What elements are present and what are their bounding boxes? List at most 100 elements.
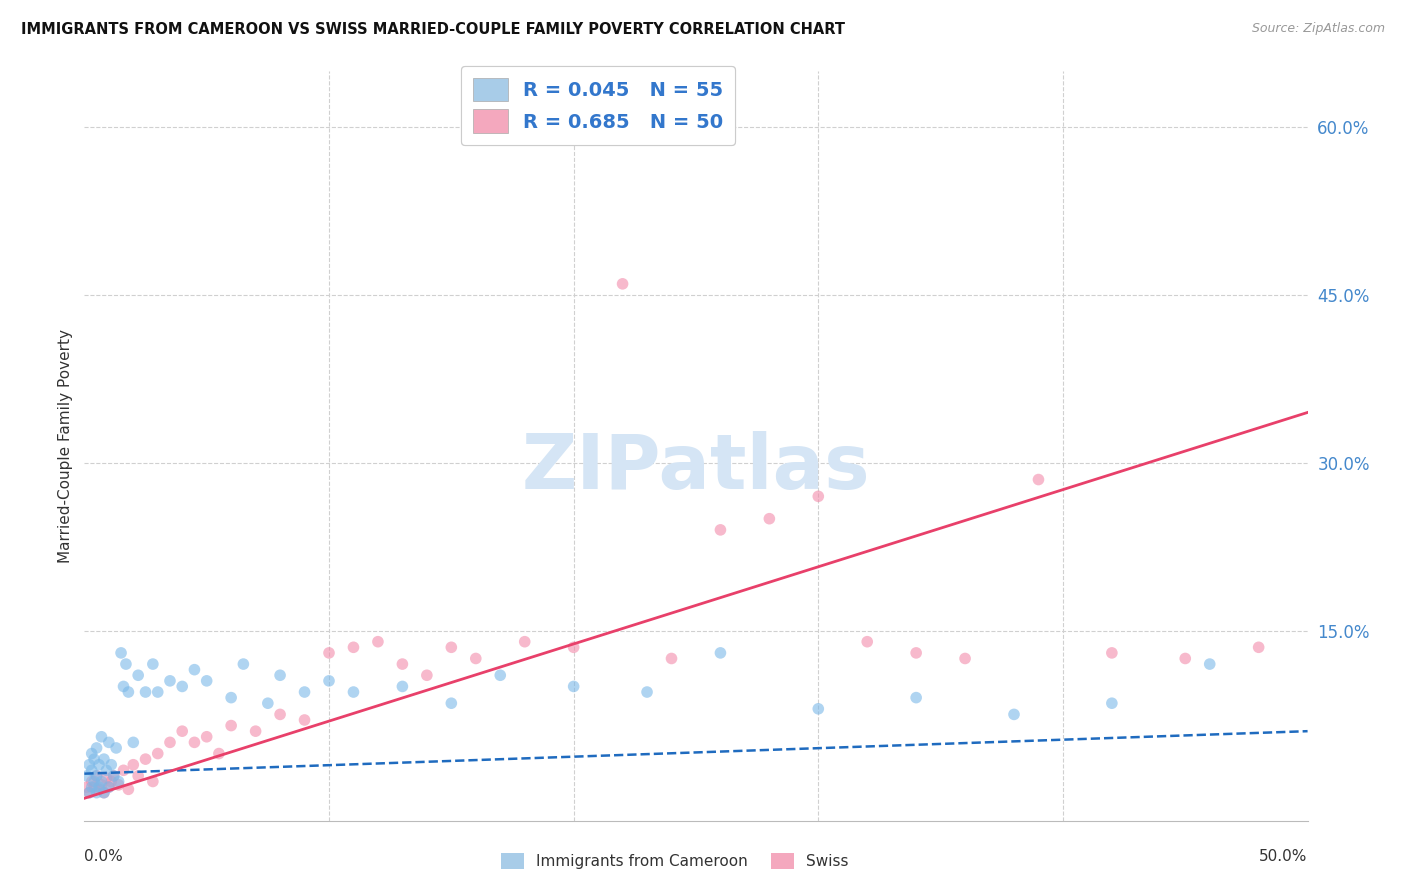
Point xyxy=(294,685,316,699)
Point xyxy=(112,764,135,778)
Point xyxy=(219,718,242,732)
Point xyxy=(257,696,280,710)
Point xyxy=(142,774,165,789)
Point xyxy=(97,780,120,794)
Point xyxy=(661,651,683,665)
Point xyxy=(93,786,115,800)
Point xyxy=(636,685,658,699)
Point xyxy=(117,685,139,699)
Point xyxy=(103,769,125,783)
Point xyxy=(513,634,536,648)
Point xyxy=(856,634,879,648)
Point xyxy=(232,657,254,671)
Text: IMMIGRANTS FROM CAMEROON VS SWISS MARRIED-COUPLE FAMILY POVERTY CORRELATION CHAR: IMMIGRANTS FROM CAMEROON VS SWISS MARRIE… xyxy=(21,22,845,37)
Point xyxy=(195,673,218,688)
Point xyxy=(112,680,135,694)
Point xyxy=(172,680,194,694)
Point xyxy=(367,634,389,648)
Point xyxy=(807,702,830,716)
Point xyxy=(709,523,731,537)
Legend: R = 0.045   N = 55, R = 0.685   N = 50: R = 0.045 N = 55, R = 0.685 N = 50 xyxy=(461,66,735,145)
Point xyxy=(87,757,110,772)
Point xyxy=(342,640,364,655)
Point xyxy=(1101,646,1123,660)
Point xyxy=(105,741,128,756)
Point xyxy=(953,651,976,665)
Legend: Immigrants from Cameroon, Swiss: Immigrants from Cameroon, Swiss xyxy=(495,847,855,875)
Point xyxy=(269,707,291,722)
Point xyxy=(416,668,439,682)
Point xyxy=(1174,651,1197,665)
Point xyxy=(1198,657,1220,671)
Point xyxy=(562,680,585,694)
Point xyxy=(245,724,267,739)
Point xyxy=(318,646,340,660)
Point xyxy=(83,780,105,794)
Point xyxy=(489,668,512,682)
Point xyxy=(80,780,103,794)
Point xyxy=(172,724,194,739)
Point xyxy=(127,769,149,783)
Point xyxy=(440,696,463,710)
Point xyxy=(80,747,103,761)
Point xyxy=(90,774,112,789)
Point xyxy=(86,741,108,756)
Point xyxy=(122,757,145,772)
Point xyxy=(195,730,218,744)
Point xyxy=(90,778,112,792)
Point xyxy=(80,774,103,789)
Point xyxy=(562,640,585,655)
Point xyxy=(96,771,118,785)
Point xyxy=(758,511,780,525)
Point xyxy=(135,752,157,766)
Point xyxy=(117,782,139,797)
Point xyxy=(83,752,105,766)
Point xyxy=(135,685,157,699)
Point xyxy=(709,646,731,660)
Point xyxy=(1247,640,1270,655)
Point xyxy=(83,774,105,789)
Point xyxy=(294,713,316,727)
Point xyxy=(93,752,115,766)
Point xyxy=(90,730,112,744)
Point xyxy=(146,685,169,699)
Point xyxy=(93,786,115,800)
Point xyxy=(159,735,181,749)
Point xyxy=(77,786,100,800)
Text: 50.0%: 50.0% xyxy=(1260,848,1308,863)
Point xyxy=(612,277,634,291)
Text: 0.0%: 0.0% xyxy=(84,848,124,863)
Point xyxy=(440,640,463,655)
Point xyxy=(391,657,413,671)
Point xyxy=(76,780,98,794)
Point xyxy=(86,769,108,783)
Point xyxy=(76,769,98,783)
Point xyxy=(96,764,118,778)
Point xyxy=(77,786,100,800)
Point xyxy=(115,657,138,671)
Y-axis label: Married-Couple Family Poverty: Married-Couple Family Poverty xyxy=(58,329,73,563)
Point xyxy=(97,780,120,794)
Point xyxy=(807,489,830,503)
Point xyxy=(80,764,103,778)
Point xyxy=(1002,707,1025,722)
Point xyxy=(1028,473,1050,487)
Point xyxy=(391,680,413,694)
Point xyxy=(87,782,110,797)
Point xyxy=(905,646,928,660)
Point xyxy=(219,690,242,705)
Point xyxy=(87,780,110,794)
Point xyxy=(146,747,169,761)
Text: Source: ZipAtlas.com: Source: ZipAtlas.com xyxy=(1251,22,1385,36)
Point xyxy=(77,757,100,772)
Point xyxy=(905,690,928,705)
Point xyxy=(142,657,165,671)
Point xyxy=(127,668,149,682)
Point xyxy=(86,769,108,783)
Point xyxy=(1101,696,1123,710)
Point xyxy=(110,646,132,660)
Point xyxy=(464,651,486,665)
Point xyxy=(86,786,108,800)
Text: ZIPatlas: ZIPatlas xyxy=(522,432,870,506)
Point xyxy=(97,735,120,749)
